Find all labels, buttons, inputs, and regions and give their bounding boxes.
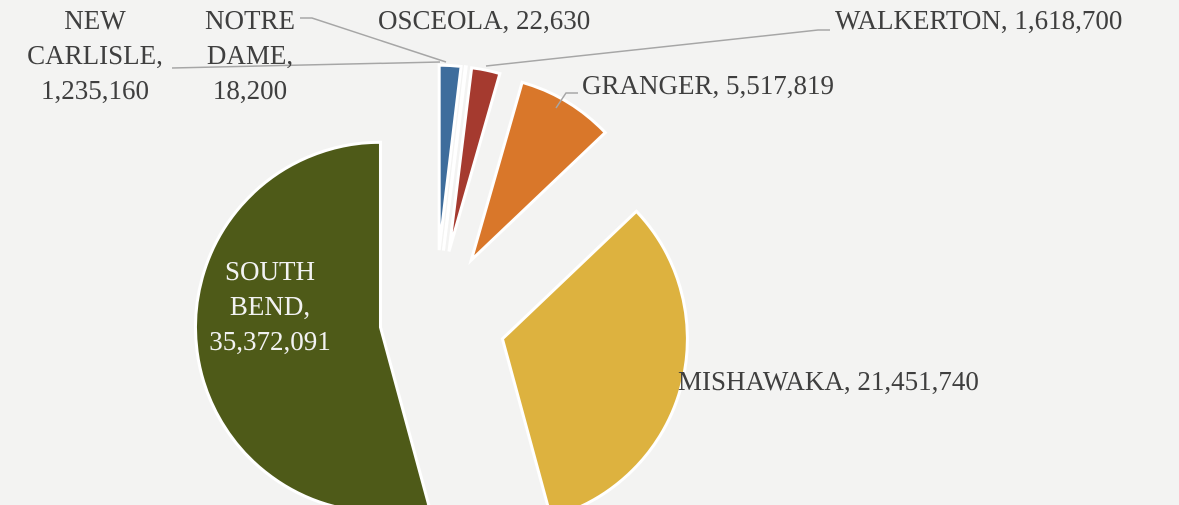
leader-line <box>300 17 447 63</box>
data-label: NEW CARLISLE, 1,235,160 <box>27 5 163 105</box>
data-label: WALKERTON, 1,618,700 <box>835 5 1123 35</box>
pie-slice <box>441 65 468 251</box>
pie-slice <box>193 140 431 505</box>
data-label: NOTRE DAME, 18,200 <box>205 5 295 105</box>
pie-slice <box>437 63 463 251</box>
pie-slice <box>500 209 689 505</box>
data-label: GRANGER, 5,517,819 <box>582 70 835 100</box>
pie-slice <box>447 66 502 252</box>
leader-line <box>555 92 578 109</box>
data-label: MISHAWAKA, 21,451,740 <box>678 366 979 396</box>
data-label: OSCEOLA, 22,630 <box>378 5 591 35</box>
pie-slice <box>468 80 608 266</box>
leader-line <box>171 61 441 69</box>
leader-line <box>485 29 830 67</box>
data-label: SOUTH BEND, 35,372,091 <box>209 256 331 356</box>
